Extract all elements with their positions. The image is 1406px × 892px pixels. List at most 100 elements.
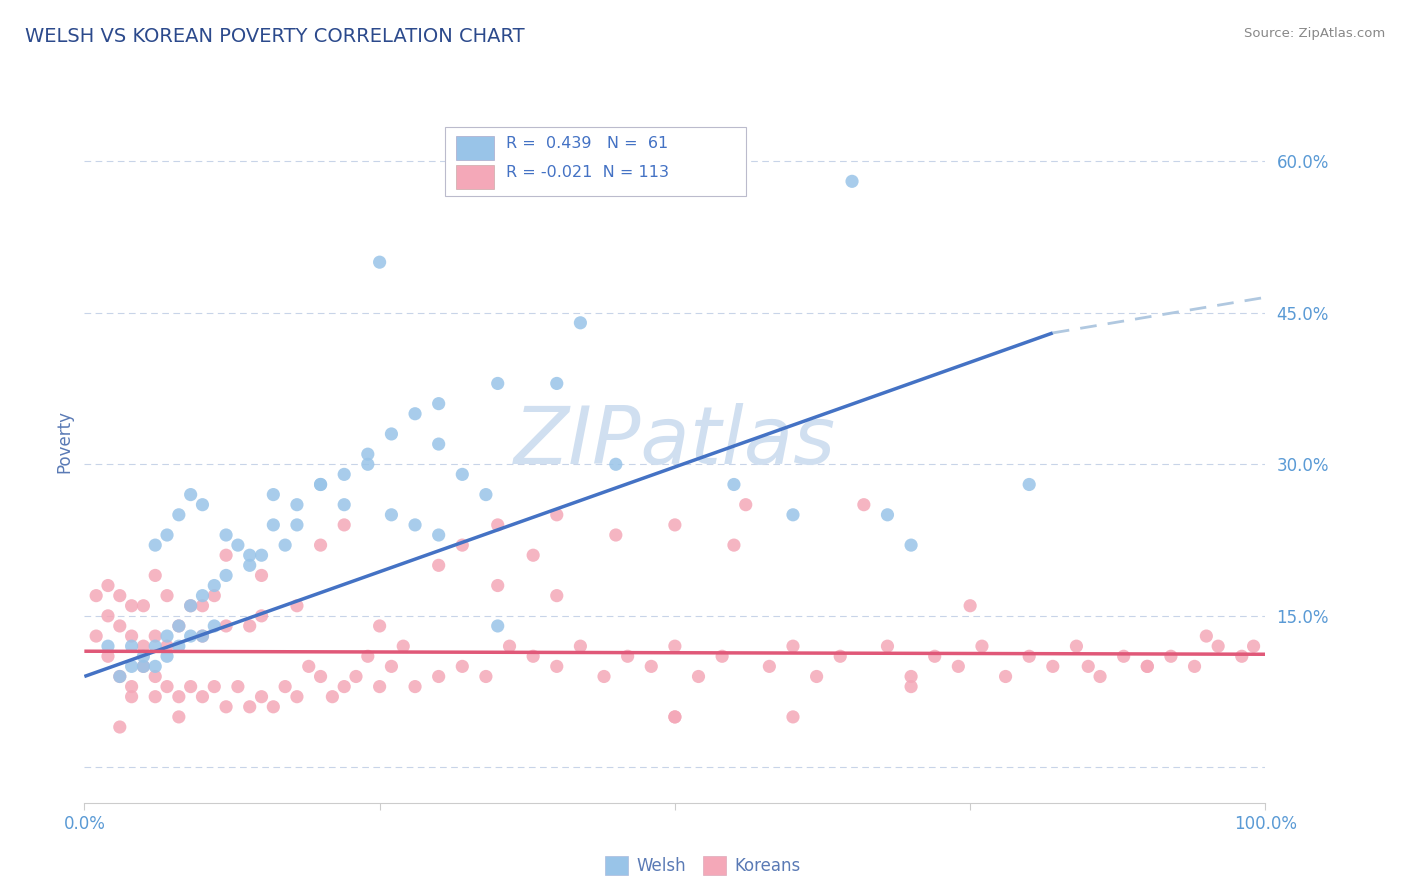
Point bbox=[546, 508, 568, 522]
Point bbox=[344, 669, 367, 683]
FancyBboxPatch shape bbox=[457, 165, 494, 188]
Point bbox=[250, 608, 273, 623]
Point bbox=[167, 690, 190, 704]
Point bbox=[167, 639, 190, 653]
Point bbox=[108, 669, 131, 683]
Point bbox=[108, 669, 131, 683]
Point bbox=[202, 619, 225, 633]
Point bbox=[357, 447, 380, 461]
Point bbox=[498, 639, 520, 653]
Text: R =  0.439   N =  61: R = 0.439 N = 61 bbox=[506, 136, 668, 151]
Point bbox=[108, 619, 131, 633]
Point bbox=[593, 669, 616, 683]
Point bbox=[392, 639, 415, 653]
Point bbox=[1018, 649, 1040, 664]
Point bbox=[876, 639, 898, 653]
Point bbox=[404, 517, 426, 532]
Point bbox=[711, 649, 734, 664]
Point bbox=[546, 589, 568, 603]
Point bbox=[640, 659, 662, 673]
Point bbox=[959, 599, 981, 613]
Point bbox=[782, 508, 804, 522]
Point bbox=[664, 710, 686, 724]
Point bbox=[167, 508, 190, 522]
Point bbox=[841, 174, 863, 188]
Point bbox=[262, 699, 284, 714]
Point bbox=[191, 589, 214, 603]
Point bbox=[1112, 649, 1135, 664]
Point bbox=[924, 649, 946, 664]
Point bbox=[156, 680, 179, 694]
Point bbox=[132, 649, 155, 664]
Point bbox=[900, 669, 922, 683]
Point bbox=[132, 659, 155, 673]
Point bbox=[285, 517, 308, 532]
Point bbox=[782, 710, 804, 724]
Point bbox=[380, 659, 402, 673]
Point bbox=[262, 517, 284, 532]
Point bbox=[121, 659, 143, 673]
Point bbox=[994, 669, 1017, 683]
Point bbox=[357, 649, 380, 664]
Point bbox=[202, 578, 225, 592]
Point bbox=[180, 680, 202, 694]
Point bbox=[239, 699, 262, 714]
Point bbox=[486, 376, 509, 391]
Point bbox=[1088, 669, 1111, 683]
Point bbox=[84, 589, 107, 603]
Point bbox=[1160, 649, 1182, 664]
Point bbox=[121, 639, 143, 653]
Point bbox=[427, 669, 450, 683]
Point bbox=[734, 498, 756, 512]
Point bbox=[262, 487, 284, 501]
Point bbox=[239, 558, 262, 573]
Point bbox=[143, 568, 166, 582]
Point bbox=[404, 680, 426, 694]
Y-axis label: Poverty: Poverty bbox=[55, 410, 73, 473]
Point bbox=[970, 639, 993, 653]
Point bbox=[132, 639, 155, 653]
Text: ZIPatlas: ZIPatlas bbox=[513, 402, 837, 481]
Point bbox=[333, 498, 356, 512]
Point bbox=[239, 548, 262, 562]
Point bbox=[156, 649, 179, 664]
Point bbox=[427, 558, 450, 573]
Point bbox=[215, 699, 238, 714]
Point bbox=[333, 467, 356, 482]
Point bbox=[143, 639, 166, 653]
Point bbox=[830, 649, 852, 664]
Point bbox=[427, 528, 450, 542]
Point bbox=[380, 427, 402, 442]
Point bbox=[121, 680, 143, 694]
Point bbox=[1195, 629, 1218, 643]
Point bbox=[486, 517, 509, 532]
Point bbox=[167, 619, 190, 633]
Point bbox=[143, 629, 166, 643]
Text: Source: ZipAtlas.com: Source: ZipAtlas.com bbox=[1244, 27, 1385, 40]
Legend: Welsh, Koreans: Welsh, Koreans bbox=[599, 849, 807, 882]
Point bbox=[475, 669, 498, 683]
Point bbox=[1230, 649, 1253, 664]
Point bbox=[368, 680, 391, 694]
Point bbox=[782, 639, 804, 653]
Point bbox=[1077, 659, 1099, 673]
Point bbox=[97, 578, 120, 592]
FancyBboxPatch shape bbox=[444, 128, 745, 196]
Point bbox=[451, 467, 474, 482]
Point bbox=[664, 639, 686, 653]
Point bbox=[180, 629, 202, 643]
Point bbox=[333, 680, 356, 694]
Point bbox=[309, 477, 332, 491]
Point bbox=[285, 690, 308, 704]
Point bbox=[1136, 659, 1159, 673]
Point bbox=[180, 599, 202, 613]
Text: WELSH VS KOREAN POVERTY CORRELATION CHART: WELSH VS KOREAN POVERTY CORRELATION CHAR… bbox=[25, 27, 524, 45]
Point bbox=[121, 629, 143, 643]
Point bbox=[143, 690, 166, 704]
Point bbox=[239, 619, 262, 633]
Point bbox=[215, 619, 238, 633]
Point bbox=[156, 589, 179, 603]
Point bbox=[309, 538, 332, 552]
Point bbox=[180, 599, 202, 613]
Point bbox=[143, 669, 166, 683]
